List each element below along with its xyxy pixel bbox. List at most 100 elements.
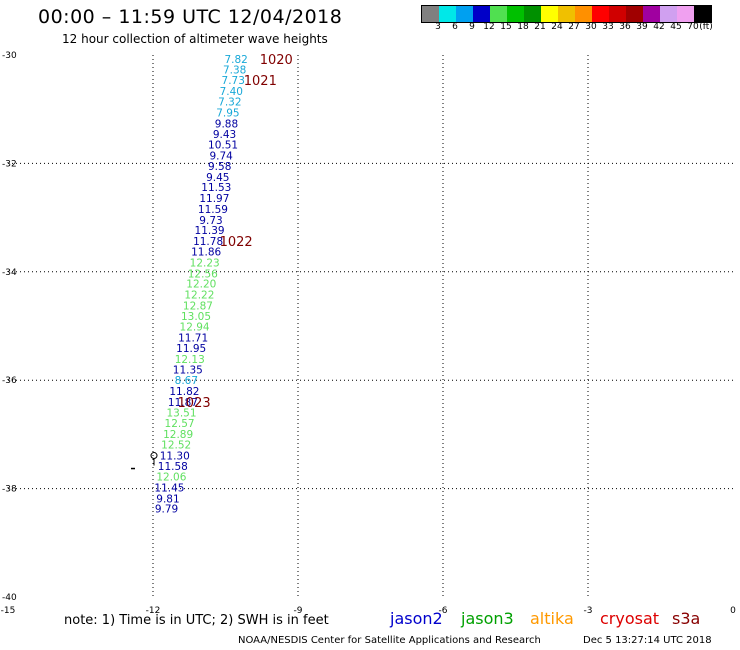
chart-title: 00:00 – 11:59 UTC 12/04/2018 (38, 6, 343, 28)
x-tick-label: -12 (146, 606, 161, 616)
wave-height-label: 12.57 (165, 418, 195, 430)
time-label: 1023 (178, 396, 211, 411)
colorbar (421, 5, 712, 23)
colorbar-label: 6 (452, 22, 458, 32)
chart-subtitle: 12 hour collection of altimeter wave hei… (62, 32, 328, 46)
colorbar-swatch (490, 6, 507, 22)
x-tick-label: -3 (584, 606, 593, 616)
colorbar-label: 9 (469, 22, 475, 32)
wave-height-label: 8.67 (175, 375, 198, 387)
colorbar-label: 21 (534, 22, 546, 32)
legend-jason2: jason2 (390, 609, 443, 628)
colorbar-swatch (609, 6, 626, 22)
colorbar-label: 15 (500, 22, 512, 32)
wave-height-label: 11.30 (160, 451, 190, 463)
colorbar-label: 33 (602, 22, 614, 32)
wave-height-label: 12.20 (186, 279, 216, 291)
wave-height-label: 11.95 (176, 343, 206, 355)
colorbar-swatch (439, 6, 456, 22)
y-tick-label: -40 (2, 593, 17, 603)
wave-height-label: 11.45 (154, 483, 184, 495)
grid-lines (8, 55, 733, 597)
time-label: 1020 (260, 53, 293, 68)
position-circle (150, 452, 158, 460)
wave-height-label: 11.58 (158, 461, 188, 473)
legend-jason3: jason3 (461, 609, 514, 628)
colorbar-swatch (575, 6, 592, 22)
wave-height-label: 9.43 (213, 129, 236, 141)
colorbar-label: 39 (636, 22, 648, 32)
wave-height-label: 7.73 (222, 75, 245, 87)
wave-height-label: 12.89 (163, 429, 193, 441)
wave-height-label: 12.94 (180, 322, 210, 334)
wave-height-label: 7.38 (223, 65, 246, 77)
wave-height-label: 12.52 (161, 440, 191, 452)
time-label: 1021 (244, 74, 277, 89)
wave-height-label: 7.82 (224, 54, 247, 66)
time-label: 1022 (220, 235, 253, 250)
wave-height-label: 11.39 (195, 225, 225, 237)
wave-height-label: 9.58 (208, 161, 231, 173)
colorbar-label: 45 (670, 22, 682, 32)
wave-height-label: 9.74 (209, 150, 233, 162)
wave-height-label: 13.05 (181, 311, 211, 323)
wave-height-label: 9.88 (215, 118, 238, 130)
colorbar-label: 27 (568, 22, 580, 32)
colorbar-swatch (626, 6, 643, 22)
note-text: note: 1) Time is in UTC; 2) SWH is in fe… (64, 613, 329, 628)
wave-height-label: 11.71 (178, 332, 208, 344)
y-tick-label: -38 (2, 485, 17, 495)
colorbar-swatch (694, 6, 711, 22)
y-tick-label: -32 (2, 159, 17, 169)
wave-height-label: 12.87 (183, 300, 213, 312)
colorbar-swatch (473, 6, 490, 22)
x-tick-label: 0 (730, 606, 736, 616)
wave-height-label: 7.95 (216, 107, 239, 119)
wave-height-label: 11.53 (201, 182, 231, 194)
wave-height-label: 9.79 (155, 504, 178, 516)
colorbar-swatch (558, 6, 575, 22)
wave-height-label: 12.23 (190, 258, 220, 270)
wave-height-label: 12.13 (175, 354, 205, 366)
x-tick-label: -15 (1, 606, 16, 616)
colorbar-swatch (456, 6, 473, 22)
wave-height-label: 9.81 (156, 493, 179, 505)
colorbar-swatch (507, 6, 524, 22)
wave-height-label: 12.22 (184, 290, 214, 302)
y-tick-label: -36 (2, 376, 17, 386)
axis-tick-labels: -15 -12 -9 -6 -3 0-30-32-34-36-38-40 (1, 51, 736, 616)
colorbar-label: 70 (687, 22, 699, 32)
x-tick-label: -6 (439, 606, 448, 616)
colorbar-swatch (660, 6, 677, 22)
colorbar-label: (ft) (699, 22, 713, 32)
wave-height-label: 11.82 (169, 386, 199, 398)
wave-height-label: 7.32 (218, 97, 241, 109)
footer-credit: NOAA/NESDIS Center for Satellite Applica… (238, 635, 541, 646)
colorbar-swatch (541, 6, 558, 22)
wave-height-label: 11.86 (191, 247, 221, 259)
colorbar-label: 36 (619, 22, 631, 32)
wave-height-label: 11.59 (198, 204, 228, 216)
colorbar-label: 3 (435, 22, 441, 32)
wave-height-label: 9.45 (206, 172, 229, 184)
colorbar-label: 30 (585, 22, 597, 32)
wave-height-label: 10.51 (208, 139, 238, 151)
wave-height-label: 9.73 (199, 215, 222, 227)
position-marker (131, 452, 158, 470)
colorbar-swatch (643, 6, 660, 22)
legend-s3a: s3a (672, 609, 701, 628)
wave-height-label: 11.35 (173, 364, 203, 376)
colorbar-swatch (677, 6, 694, 22)
colorbar-label: 18 (517, 22, 529, 32)
data-points: 7.827.387.737.407.327.959.889.4310.519.7… (154, 54, 247, 516)
colorbar-label: 12 (483, 22, 495, 32)
time-labels: 1020 1021 1022 1023 (178, 53, 293, 411)
footer-timestamp: Dec 5 13:27:14 UTC 2018 (583, 635, 712, 646)
colorbar-swatch (524, 6, 541, 22)
legend-altika: altika (530, 609, 574, 628)
legend-cryosat: cryosat (600, 609, 660, 628)
wave-height-label: 11.97 (199, 193, 229, 205)
x-tick-label: -9 (294, 606, 303, 616)
y-tick-label: -30 (2, 51, 17, 61)
